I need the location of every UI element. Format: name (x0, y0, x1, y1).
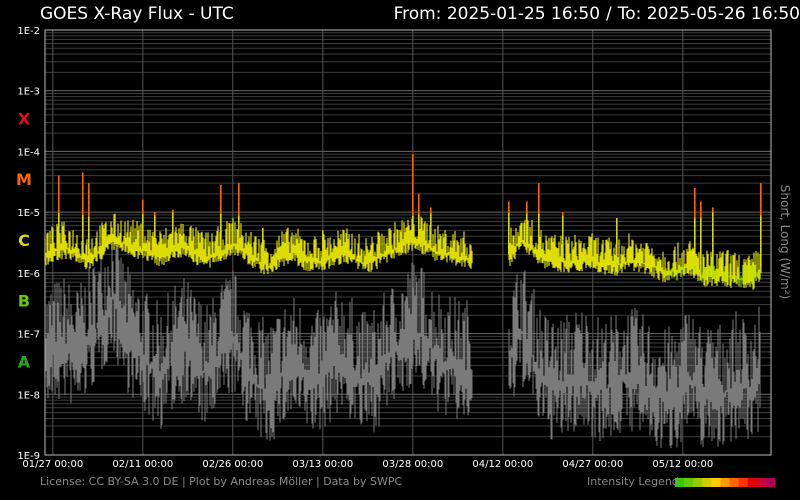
legend-swatch (747, 478, 758, 487)
short-wave-series (44, 240, 761, 449)
y-tick-label: 1E-9 (17, 451, 40, 462)
legend-swatch (765, 478, 776, 487)
x-tick-label: 05/12 00:00 (652, 459, 713, 470)
to-value: 2025-05-26 16:50 (646, 4, 800, 24)
x-tick-label: 01/27 00:00 (22, 459, 83, 470)
flare-class-labels: X M C B A (16, 109, 32, 371)
time-range: From: 2025-01-25 16:50/To: 2025-05-26 16… (394, 4, 800, 24)
y-tick-label: 1E-5 (17, 208, 40, 219)
x-tick-label: 04/27 00:00 (562, 459, 623, 470)
y-tick-label: 1E-2 (17, 26, 40, 37)
y-tick-labels: 1E-2 1E-3 1E-4 1E-5 1E-6 1E-7 1E-8 1E-9 (17, 26, 40, 462)
y-tick-label: 1E-3 (17, 87, 40, 98)
legend-swatch (693, 478, 703, 487)
x-tick-label: 02/26 00:00 (202, 459, 263, 470)
y-axis-label: Short, Long (W/m²) (778, 185, 792, 299)
legend-swatch (675, 478, 685, 487)
legend-swatch (756, 478, 767, 487)
flare-class-a: A (18, 352, 31, 371)
y-tick-label: 1E-7 (17, 330, 40, 341)
y-axis-title: Short, Long (W/m²) (778, 185, 792, 299)
x-tick-label: 03/13 00:00 (292, 459, 353, 470)
legend-swatch (702, 478, 712, 487)
license-footer: License: CC BY-SA 3.0 DE | Plot by Andre… (40, 475, 403, 488)
x-tick-labels: 01/27 00:00 02/11 00:00 02/26 00:00 03/13 0… (22, 459, 713, 470)
x-tick-label: 04/12 00:00 (472, 459, 533, 470)
range-separator: / (606, 4, 612, 24)
from-label: From: (393, 4, 442, 24)
x-tick-label: 02/11 00:00 (112, 459, 173, 470)
y-tick-label: 1E-8 (17, 390, 40, 401)
legend-swatch (711, 478, 721, 487)
legend-swatch (720, 478, 731, 487)
chart-axes (44, 29, 772, 456)
flare-class-c: C (18, 231, 30, 250)
intensity-legend-bar (675, 478, 776, 487)
flare-class-b: B (18, 292, 30, 311)
legend-swatch (729, 478, 740, 487)
intensity-legend-label: Intensity Legend (587, 475, 679, 488)
y-tick-label: 1E-4 (17, 147, 40, 158)
to-label: To: (617, 4, 642, 24)
y-tick-label: 1E-6 (17, 269, 40, 280)
x-tick-label: 03/28 00:00 (382, 459, 443, 470)
flare-class-m: M (16, 170, 32, 189)
plot-frame (44, 29, 772, 456)
flare-class-x: X (18, 109, 31, 128)
long-wave-series (44, 154, 762, 290)
legend-swatch (738, 478, 749, 487)
legend-swatch (684, 478, 694, 487)
from-value: 2025-01-25 16:50 (446, 4, 601, 24)
chart-title: GOES X-Ray Flux - UTC (40, 4, 234, 24)
